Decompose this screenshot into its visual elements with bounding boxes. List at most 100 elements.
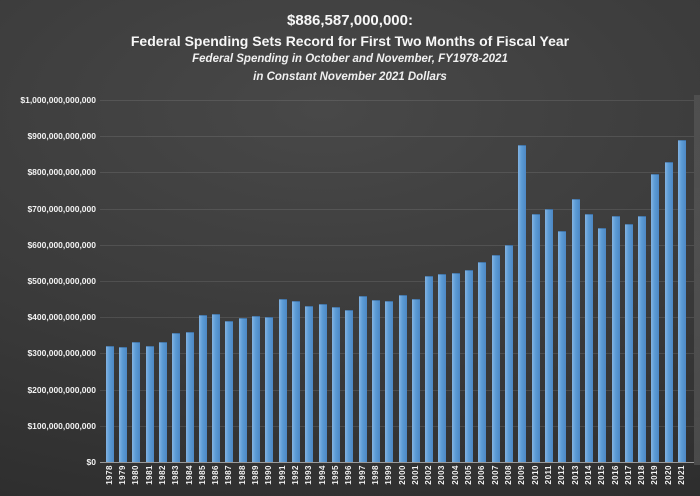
x-label-slot: 2016 <box>609 465 622 495</box>
chart-subtitle-line1: Federal Spending in October and November… <box>192 53 508 66</box>
x-axis-tick-label-1999: 1999 <box>384 465 394 485</box>
x-label-slot: 1980 <box>130 465 143 495</box>
x-label-slot: 1999 <box>383 465 396 495</box>
bar-2017 <box>624 224 633 462</box>
x-label-slot: 1991 <box>276 465 289 495</box>
x-axis-tick-label-2002: 2002 <box>424 465 434 485</box>
bar-slot <box>542 100 555 462</box>
x-label-slot: 2020 <box>662 465 675 495</box>
bar-slot <box>329 100 342 462</box>
x-label-slot: 1990 <box>263 465 276 495</box>
bar-slot <box>156 100 169 462</box>
gridline <box>100 389 694 391</box>
bar-1981 <box>145 346 154 462</box>
bar-slot <box>529 100 542 462</box>
x-axis-tick-label-2001: 2001 <box>410 465 420 485</box>
bar-2000 <box>398 295 407 462</box>
bar-1993 <box>305 306 314 462</box>
x-axis-tick-label-1982: 1982 <box>157 465 167 485</box>
bar-slot <box>609 100 622 462</box>
bar-slot <box>196 100 209 462</box>
x-label-slot: 1988 <box>236 465 249 495</box>
x-label-slot: 1989 <box>249 465 262 495</box>
x-label-slot: 1994 <box>316 465 329 495</box>
bar-slot <box>170 100 183 462</box>
x-label-slot: 1986 <box>210 465 223 495</box>
x-axis-tick-label-1985: 1985 <box>197 465 207 485</box>
bar-slot <box>143 100 156 462</box>
x-axis-tick-label-1988: 1988 <box>237 465 247 485</box>
bar-slot <box>116 100 129 462</box>
bar-2004 <box>451 273 460 462</box>
x-axis-line <box>100 462 694 463</box>
y-axis-tick-label: $1,000,000,000,000 <box>20 95 96 105</box>
bar-slot <box>276 100 289 462</box>
bar-slot <box>223 100 236 462</box>
x-axis-tick-label-2014: 2014 <box>583 465 593 485</box>
x-axis-tick-label-2017: 2017 <box>623 465 633 485</box>
bar-1999 <box>385 301 394 462</box>
gridline <box>100 244 694 246</box>
x-label-slot: 2003 <box>436 465 449 495</box>
x-axis-tick-label-2000: 2000 <box>397 465 407 485</box>
bar-slot <box>449 100 462 462</box>
x-label-slot: 2009 <box>516 465 529 495</box>
x-label-slot: 2015 <box>596 465 609 495</box>
x-label-slot: 2013 <box>569 465 582 495</box>
gridline <box>100 100 694 101</box>
chart-title-line1: $886,587,000,000: <box>287 12 413 29</box>
x-axis-tick-label-1992: 1992 <box>291 465 301 485</box>
x-label-slot: 1992 <box>289 465 302 495</box>
x-label-slot: 1985 <box>196 465 209 495</box>
bar-slot <box>409 100 422 462</box>
x-axis-tick-label-1998: 1998 <box>370 465 380 485</box>
bar-2014 <box>584 214 593 462</box>
bar-2021 <box>678 140 687 462</box>
bar-2011 <box>544 209 553 462</box>
bar-slot <box>103 100 116 462</box>
bar-1983 <box>172 333 181 462</box>
x-axis-tick-label-1995: 1995 <box>330 465 340 485</box>
bar-2016 <box>611 216 620 462</box>
bar-1998 <box>371 300 380 462</box>
bar-1984 <box>185 332 194 462</box>
bar-slot <box>675 100 688 462</box>
x-axis-tick-label-2021: 2021 <box>677 465 687 485</box>
x-axis-tick-label-2007: 2007 <box>490 465 500 485</box>
chart-title-line2: Federal Spending Sets Record for First T… <box>130 32 570 49</box>
x-axis-tick-label-1981: 1981 <box>144 465 154 485</box>
x-label-slot: 2014 <box>582 465 595 495</box>
x-axis-tick-label-2010: 2010 <box>530 465 540 485</box>
y-axis-tick-label: $500,000,000,000 <box>27 276 96 286</box>
x-label-slot: 2006 <box>476 465 489 495</box>
gridline <box>100 208 694 210</box>
x-label-slot: 2007 <box>489 465 502 495</box>
bar-slot <box>423 100 436 462</box>
bar-slot <box>569 100 582 462</box>
bar-slot <box>236 100 249 462</box>
bar-2007 <box>491 255 500 462</box>
y-axis-tick-label: $300,000,000,000 <box>27 348 96 359</box>
x-axis-tick-label-2011: 2011 <box>543 465 553 485</box>
x-axis-tick-label-1986: 1986 <box>211 465 221 485</box>
bar-slot <box>489 100 502 462</box>
bar-slot <box>210 100 223 462</box>
gridline <box>100 281 694 282</box>
x-axis-tick-label-2006: 2006 <box>477 465 487 485</box>
bar-2002 <box>425 276 434 462</box>
x-axis-tick-label-1996: 1996 <box>344 465 354 485</box>
bar-slot <box>622 100 635 462</box>
x-axis-tick-label-1997: 1997 <box>357 465 367 485</box>
bar-2010 <box>531 214 540 462</box>
x-axis-tick-label-2012: 2012 <box>557 465 567 485</box>
x-label-slot: 2000 <box>396 465 409 495</box>
bar-1987 <box>225 321 234 462</box>
x-label-slot: 2008 <box>502 465 515 495</box>
bar-slot <box>289 100 302 462</box>
bar-2019 <box>651 174 660 462</box>
bar-1997 <box>358 296 367 462</box>
x-label-slot: 1978 <box>103 465 116 495</box>
x-label-slot: 1997 <box>356 465 369 495</box>
bar-1988 <box>238 318 247 462</box>
bar-1982 <box>158 342 167 462</box>
